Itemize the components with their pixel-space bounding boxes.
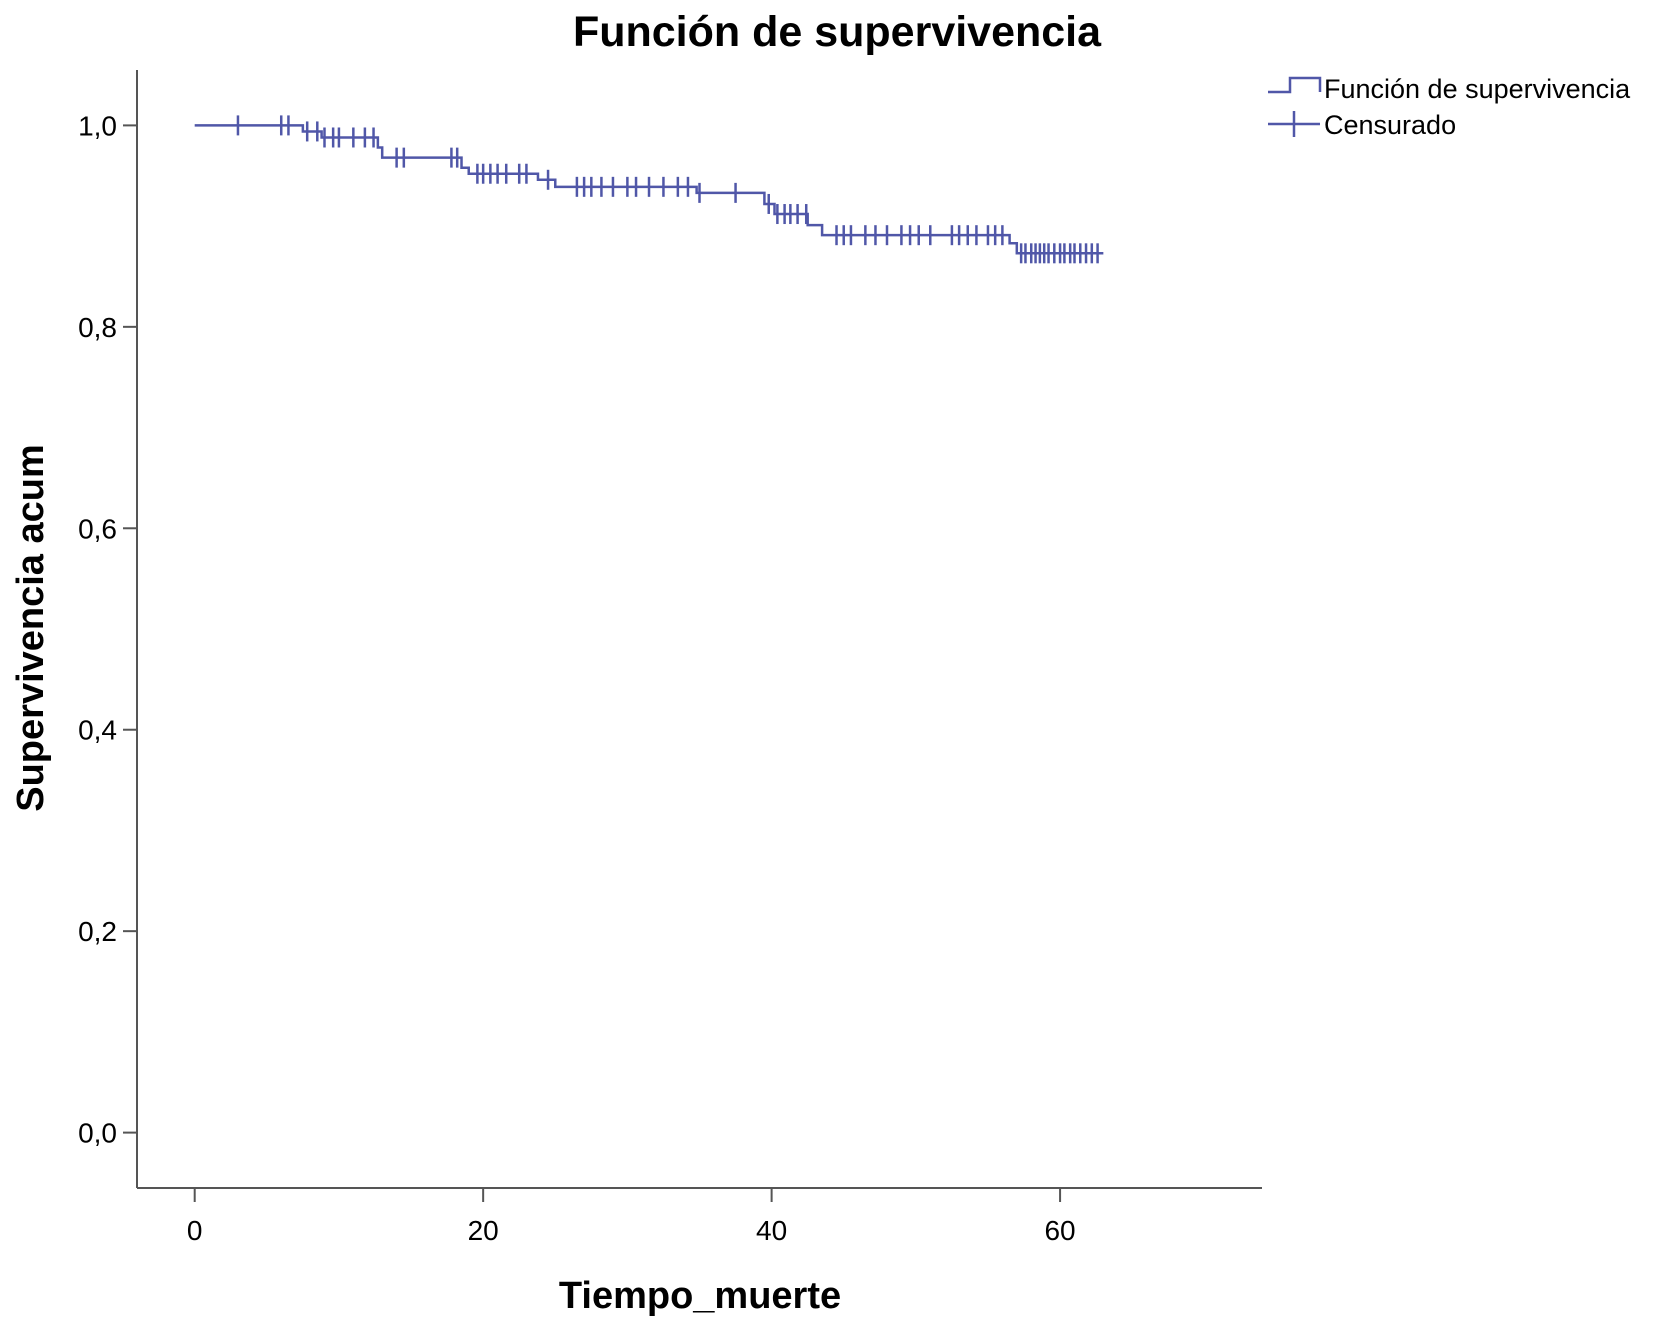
y-tick-label: 0,8 [78, 312, 117, 343]
y-tick-label: 0,6 [78, 513, 117, 544]
x-axis-ticks: 0 20 40 60 [187, 1188, 1076, 1246]
legend-label-survival: Función de supervivencia [1324, 74, 1631, 104]
legend-entry-survival: Función de supervivencia [1268, 74, 1631, 104]
y-axis-label: Supervivencia acum [10, 444, 52, 812]
x-tick-label: 40 [756, 1215, 787, 1246]
x-tick-label: 60 [1044, 1215, 1075, 1246]
y-tick-label: 0,0 [78, 1118, 117, 1149]
legend-label-censored: Censurado [1324, 110, 1456, 140]
y-tick-label: 0,2 [78, 916, 117, 947]
x-tick-label: 0 [187, 1215, 203, 1246]
x-tick-label: 20 [468, 1215, 499, 1246]
x-axis-label: Tiempo_muerte [559, 1275, 841, 1317]
plot-series [194, 115, 1104, 264]
chart-title: Función de supervivencia [573, 8, 1102, 56]
survival-step-line [194, 124, 1104, 255]
y-tick-label: 1,0 [78, 110, 117, 141]
legend-entry-censored: Censurado [1268, 110, 1456, 140]
legend-step-swatch [1268, 76, 1322, 94]
censor-marks [236, 115, 1099, 264]
y-tick-label: 0,4 [78, 715, 117, 746]
y-axis-ticks: 0,0 0,2 0,4 0,6 0,8 1,0 [78, 110, 137, 1149]
axes [136, 70, 1262, 1189]
legend: Función de supervivencia Censurado [1268, 74, 1631, 140]
